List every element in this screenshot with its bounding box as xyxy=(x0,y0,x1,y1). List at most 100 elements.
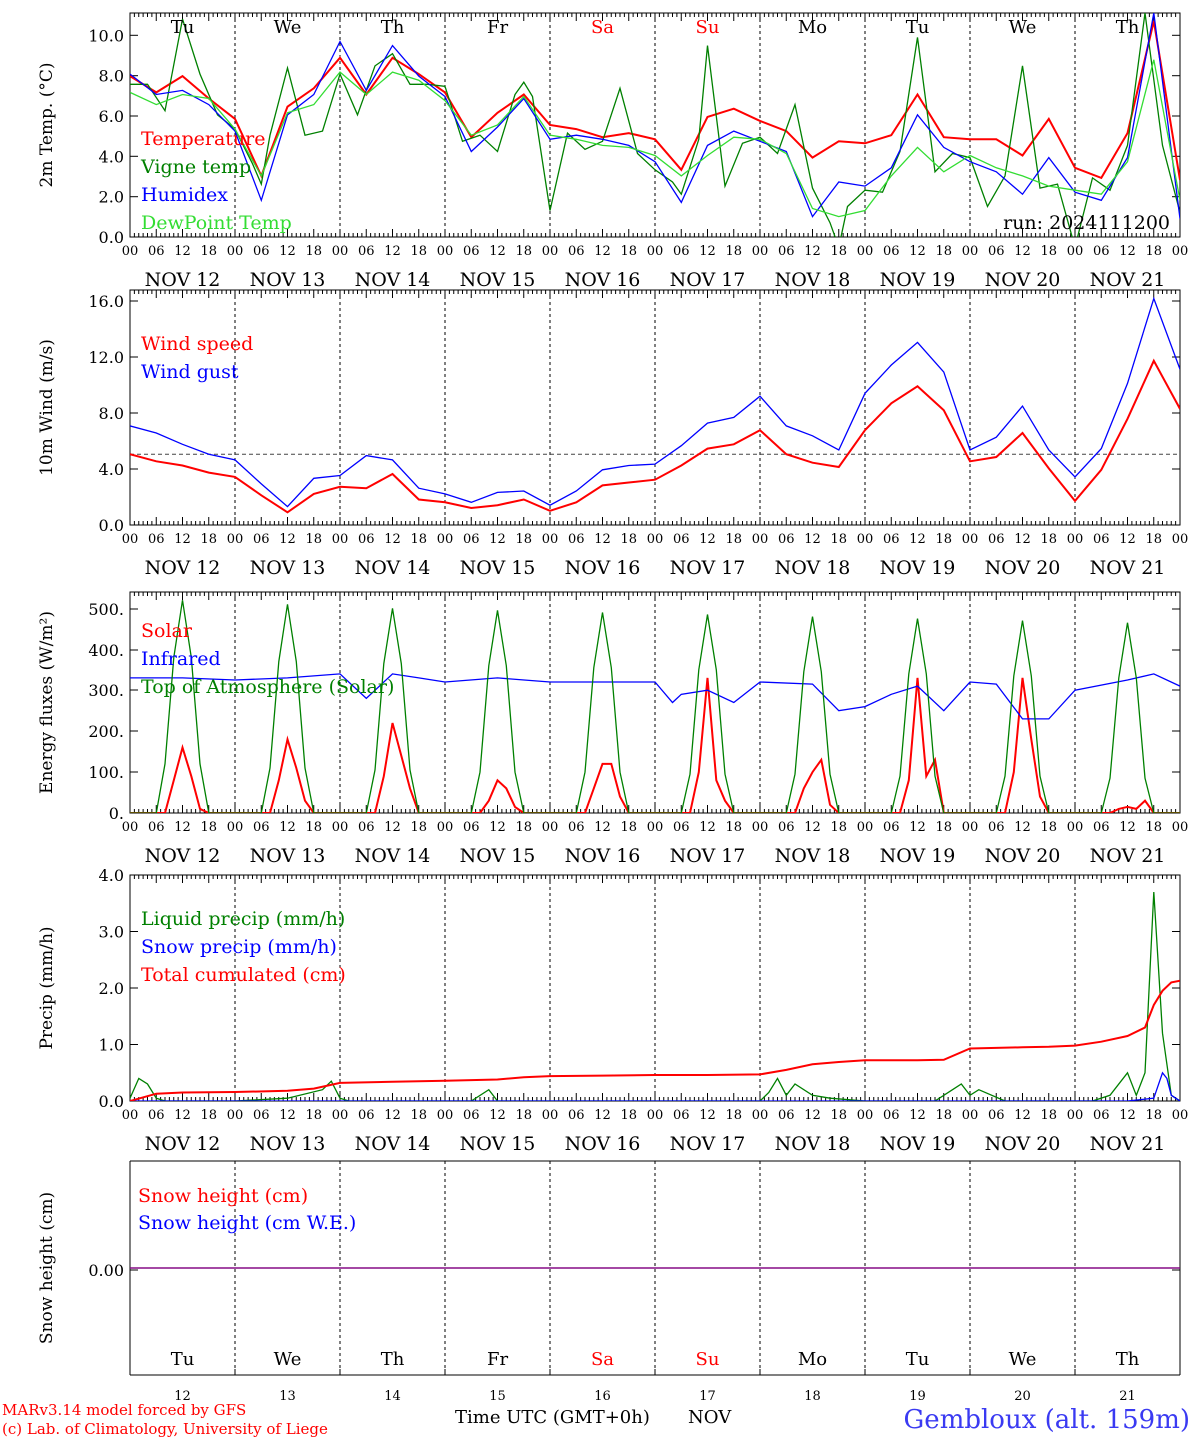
legend-entry: Infrared xyxy=(141,648,221,670)
hour-label: 12 xyxy=(594,820,611,835)
hour-label: 18 xyxy=(410,1108,427,1123)
hour-label: 12 xyxy=(699,244,716,259)
weekday-label: Mo xyxy=(798,1349,827,1370)
weekday-label: Su xyxy=(696,1349,720,1370)
legend-entry: Snow precip (mm/h) xyxy=(141,936,337,958)
y-tick-label: 3.0 xyxy=(99,923,124,942)
weekday-label: Sa xyxy=(591,17,614,38)
weekday-label: Tu xyxy=(906,17,930,38)
hour-label: 00 xyxy=(332,1108,349,1123)
legend-entry: Top of Atmosphere (Solar) xyxy=(141,676,394,698)
y-tick-label: 6.0 xyxy=(99,107,124,126)
date-label: NOV 18 xyxy=(775,557,851,579)
date-label: NOV 15 xyxy=(460,269,536,291)
hour-label: 00 xyxy=(542,820,559,835)
hour-label: 06 xyxy=(463,244,480,259)
hour-label: 06 xyxy=(673,1108,690,1123)
hour-label: 12 xyxy=(1014,244,1031,259)
hour-label: 06 xyxy=(463,820,480,835)
hour-label: 00 xyxy=(542,244,559,259)
hour-label: 06 xyxy=(253,244,270,259)
hour-label: 00 xyxy=(962,820,979,835)
y-tick-label: 4.0 xyxy=(99,147,124,166)
panel-4: 0.0 1.0 2.0 3.0 4.0 Precip (mm/h) Liquid preci… xyxy=(37,866,1188,1155)
date-label: NOV 15 xyxy=(460,1133,536,1155)
panel-frame xyxy=(129,12,1181,238)
hour-label: 00 xyxy=(122,820,139,835)
hour-label: 12 xyxy=(279,1108,296,1123)
date-label: NOV 13 xyxy=(250,269,326,291)
y-axis-label: 10m Wind (m/s) xyxy=(37,339,57,476)
y-tick-label: 8.0 xyxy=(99,67,124,86)
hour-label: 12 xyxy=(174,244,191,259)
date-label: NOV 19 xyxy=(880,845,956,867)
weekday-label: Th xyxy=(1116,17,1140,38)
hour-label: 06 xyxy=(673,820,690,835)
series-line-liquid-precip-mm-h- xyxy=(130,891,1180,1101)
hour-label: 06 xyxy=(1093,1108,1110,1123)
x-axis-month: NOV xyxy=(688,1407,732,1428)
hour-label: 06 xyxy=(358,532,375,547)
hour-label: 12 xyxy=(1119,244,1136,259)
hour-label: 06 xyxy=(463,1108,480,1123)
y-tick-label: 500. xyxy=(88,600,124,619)
date-label: NOV 17 xyxy=(670,557,746,579)
day-number-label: 19 xyxy=(909,1389,926,1404)
hour-label: 06 xyxy=(1093,532,1110,547)
hour-label: 18 xyxy=(200,1108,217,1123)
legend-entry: Solar xyxy=(141,620,193,642)
y-tick-label: 0.0 xyxy=(99,228,124,247)
y-axis-label: Precip (mm/h) xyxy=(37,926,57,1049)
weekday-label: Mo xyxy=(798,17,827,38)
legend-entry: Wind gust xyxy=(141,361,239,383)
date-label: NOV 14 xyxy=(355,1133,431,1155)
hour-label: 06 xyxy=(1093,244,1110,259)
hour-label: 00 xyxy=(752,532,769,547)
hour-label: 18 xyxy=(725,1108,742,1123)
legend-entry: Temperature xyxy=(141,128,265,150)
series-line-humidex xyxy=(130,13,1180,219)
weekday-label: Th xyxy=(381,1349,405,1370)
hour-label: 00 xyxy=(227,244,244,259)
hour-label: 06 xyxy=(148,1108,165,1123)
date-label: NOV 20 xyxy=(985,557,1061,579)
hour-label: 18 xyxy=(935,1108,952,1123)
hour-label: 00 xyxy=(752,820,769,835)
run-label: run: 2024111200 xyxy=(1003,212,1170,234)
hour-label: 18 xyxy=(935,532,952,547)
hour-label: 12 xyxy=(804,244,821,259)
date-label: NOV 19 xyxy=(880,1133,956,1155)
day-number-label: 14 xyxy=(384,1389,401,1404)
hour-label: 06 xyxy=(148,820,165,835)
hour-label: 18 xyxy=(830,532,847,547)
hour-label: 06 xyxy=(883,532,900,547)
hour-label: 06 xyxy=(358,244,375,259)
hour-label: 12 xyxy=(1119,532,1136,547)
y-axis-label: Snow height (cm) xyxy=(37,1192,57,1344)
hour-label: 00 xyxy=(647,244,664,259)
hour-label: 06 xyxy=(883,820,900,835)
weekday-label: Fr xyxy=(487,17,508,38)
hour-label: 12 xyxy=(1014,1108,1031,1123)
y-axis-label: 2m Temp. (°C) xyxy=(37,62,57,187)
hour-label: 06 xyxy=(883,1108,900,1123)
hour-label: 00 xyxy=(332,532,349,547)
hour-label: 18 xyxy=(620,1108,637,1123)
legend-entry: Wind speed xyxy=(141,333,253,355)
hour-label: 12 xyxy=(909,244,926,259)
panel-1: 0.0 2.0 4.0 6.0 8.0 10.0 2m Temp. (°C) Temperat… xyxy=(37,12,1188,291)
hour-label: 00 xyxy=(647,820,664,835)
hour-label: 12 xyxy=(279,532,296,547)
station-name: Gembloux (alt. 159m) xyxy=(904,1405,1190,1435)
date-label: NOV 16 xyxy=(565,845,641,867)
hour-label: 06 xyxy=(883,244,900,259)
date-label: NOV 21 xyxy=(1090,269,1166,291)
hour-label: 00 xyxy=(437,244,454,259)
date-label: NOV 20 xyxy=(985,269,1061,291)
date-label: NOV 17 xyxy=(670,1133,746,1155)
hour-label: 18 xyxy=(830,1108,847,1123)
hour-label: 12 xyxy=(174,532,191,547)
hour-label: 12 xyxy=(594,1108,611,1123)
date-label: NOV 15 xyxy=(460,845,536,867)
series-line-top-of-atmosphere-solar- xyxy=(130,600,1180,813)
